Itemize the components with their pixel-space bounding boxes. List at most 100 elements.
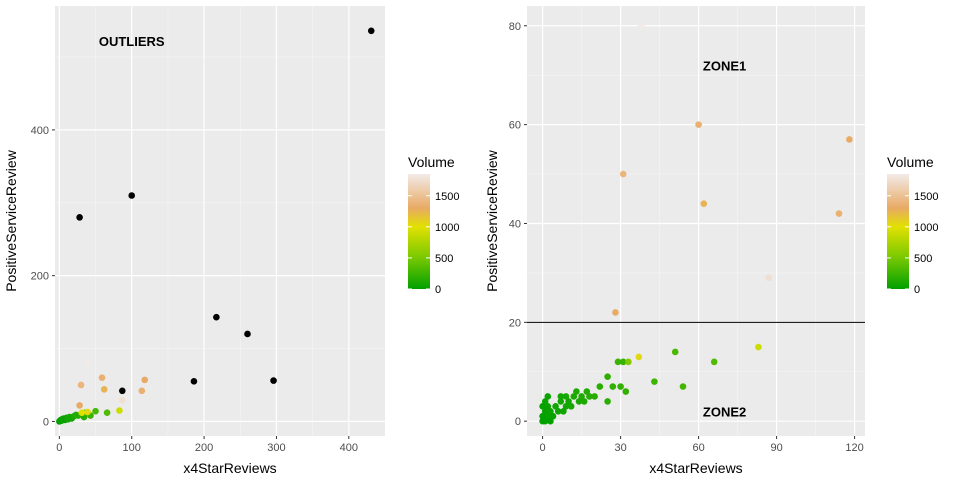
data-point (560, 407, 567, 415)
data-point (119, 396, 126, 404)
x-tick-label: 300 (267, 442, 285, 454)
data-point (138, 387, 146, 395)
data-point (84, 408, 91, 416)
legend-tick-label: 500 (435, 253, 453, 265)
data-point (695, 121, 702, 128)
data-point (539, 412, 546, 420)
x-tick-label: 0 (540, 442, 546, 454)
x-axis-title: x4StarReviews (649, 460, 742, 476)
legend-colorbar (887, 174, 909, 289)
data-point (619, 170, 627, 178)
data-point (76, 214, 83, 221)
annotation-outliers: OUTLIERS (99, 34, 165, 49)
plot-background (527, 6, 865, 436)
data-point (562, 393, 570, 400)
plot-background (55, 6, 385, 436)
y-tick-label: 80 (509, 21, 521, 33)
data-point (846, 136, 853, 143)
data-point (213, 313, 220, 321)
data-point (622, 388, 630, 395)
data-point (544, 393, 552, 400)
y-tick-label: 200 (31, 271, 49, 283)
annotation-zone2: ZONE2 (703, 404, 746, 419)
data-point (612, 309, 619, 316)
data-point (562, 403, 570, 410)
panel-1: 0 100 200 300 400 0 200 400 OUTLIERS x4StarReview… (3, 6, 385, 476)
x-tick-label: 100 (123, 442, 141, 454)
data-point (638, 22, 645, 30)
legend-title: Volume (408, 154, 455, 170)
y-tick-label: 0 (515, 416, 521, 428)
data-point (554, 407, 562, 415)
data-point (604, 398, 611, 405)
y-tick-label: 20 (509, 317, 521, 329)
legend-title: Volume (887, 154, 934, 170)
data-point (570, 393, 578, 400)
y-axis-title: PositiveServiceReview (484, 149, 500, 291)
data-point (575, 398, 583, 405)
data-point (635, 353, 643, 361)
data-point (573, 388, 580, 395)
data-point (92, 407, 99, 415)
legend-colorbar (408, 174, 430, 289)
data-point (100, 386, 108, 393)
data-point (544, 403, 552, 410)
data-point (619, 358, 627, 366)
data-point (244, 330, 251, 338)
legend-tick-label: 0 (435, 284, 441, 296)
y-axis-title: PositiveServiceReview (3, 149, 19, 291)
data-point (578, 393, 585, 400)
legend-tick-label: 1500 (914, 191, 938, 203)
y-tick-label: 60 (509, 120, 521, 132)
x-tick-label: 120 (845, 442, 863, 454)
annotation-zone1: ZONE1 (703, 58, 746, 73)
legend-tick-label: 1000 (435, 222, 459, 234)
data-point (617, 383, 624, 390)
data-point (119, 387, 126, 395)
data-point (765, 274, 773, 282)
data-point (367, 27, 375, 35)
data-point (541, 398, 549, 405)
data-point (128, 192, 136, 199)
data-point (583, 388, 591, 395)
data-point (625, 358, 632, 366)
data-point (591, 393, 598, 400)
legend-tick-label: 500 (914, 253, 932, 265)
data-point (541, 407, 549, 415)
data-point (547, 417, 554, 425)
x-tick-label: 90 (770, 442, 782, 454)
panel-2: 0 30 60 90 120 0 20 40 60 80 ZONE1 ZONE2 x4StarRevie… (484, 6, 865, 476)
data-point (557, 398, 565, 405)
data-point (190, 378, 198, 385)
data-point (700, 200, 708, 208)
volume-legend: Volume 0 500 1000 1500 (408, 154, 459, 296)
data-point (77, 381, 85, 389)
data-point (78, 409, 86, 416)
legend-tick-label: 1500 (435, 191, 459, 203)
data-point (651, 378, 658, 385)
data-point (679, 383, 687, 390)
x-axis-title: x4StarReviews (183, 460, 276, 476)
data-point (565, 398, 572, 405)
x-tick-label: 60 (692, 442, 704, 454)
data-point (141, 376, 149, 384)
data-point (835, 210, 843, 217)
y-tick-label: 0 (43, 416, 49, 428)
data-point (671, 348, 679, 356)
data-point (596, 383, 604, 390)
data-point (567, 403, 575, 410)
data-point (539, 403, 546, 410)
data-point (604, 373, 611, 380)
data-point (557, 393, 565, 400)
data-point (552, 403, 559, 410)
legend-tick-label: 0 (914, 284, 920, 296)
data-point (103, 409, 111, 416)
data-point (609, 383, 617, 390)
data-point (549, 412, 557, 420)
data-point (544, 412, 552, 420)
data-point (76, 402, 83, 409)
volume-legend: Volume 0 500 1000 1500 (887, 154, 938, 296)
x-tick-label: 400 (340, 442, 358, 454)
data-point (755, 343, 762, 351)
